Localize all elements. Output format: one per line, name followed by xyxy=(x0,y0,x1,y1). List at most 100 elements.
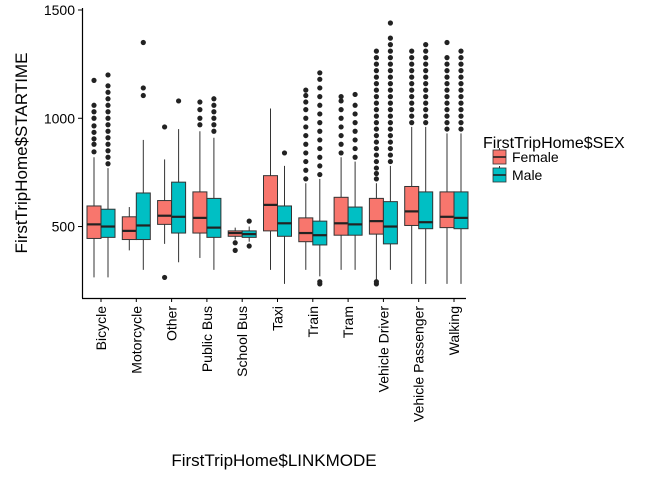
outlier-point xyxy=(91,149,97,155)
box-female-school-bus xyxy=(227,227,243,253)
outlier-point xyxy=(303,167,309,173)
outlier-point xyxy=(373,107,379,113)
outlier-point xyxy=(444,55,450,61)
outlier-point xyxy=(387,126,393,132)
x-axis-title: FirstTripHome$LINKMODE xyxy=(171,451,376,470)
box-body xyxy=(100,208,116,238)
x-tick-label: Vehicle Passenger xyxy=(411,306,427,422)
outlier-point xyxy=(352,111,358,117)
outlier-point xyxy=(423,81,429,87)
box-female-vehicle-driver xyxy=(368,48,384,287)
outlier-point xyxy=(387,132,393,139)
outlier-point xyxy=(373,61,379,67)
outlier-point xyxy=(458,94,464,100)
box-body xyxy=(192,191,208,234)
legend-item-female: Female xyxy=(492,148,559,165)
outlier-point xyxy=(373,94,379,100)
outlier-point xyxy=(317,128,323,134)
outlier-point xyxy=(387,74,393,80)
outlier-point xyxy=(423,94,429,100)
outlier-point xyxy=(387,35,393,41)
y-tick-label: 1000 xyxy=(44,110,75,126)
box-male-vehicle-driver xyxy=(382,20,398,270)
box-female-walking xyxy=(439,39,455,284)
outlier-point xyxy=(373,87,379,93)
x-tick-label: Bicycle xyxy=(93,306,109,351)
outlier-point xyxy=(409,120,415,126)
box-male-walking xyxy=(453,48,469,284)
box-female-other xyxy=(157,124,173,281)
outlier-point xyxy=(317,137,323,143)
y-tick-label: 500 xyxy=(52,219,76,235)
outlier-point xyxy=(423,61,429,67)
outlier-point xyxy=(409,55,415,61)
x-tick-label: School Bus xyxy=(234,306,250,377)
box-body xyxy=(312,220,328,246)
outlier-point xyxy=(444,74,450,80)
outlier-point xyxy=(444,94,450,100)
outlier-point xyxy=(105,115,111,121)
box-body xyxy=(404,185,420,226)
outlier-point xyxy=(352,128,358,134)
box-male-tram xyxy=(347,91,363,270)
box-body xyxy=(86,205,102,239)
outlier-point xyxy=(91,136,97,142)
outlier-point xyxy=(387,61,393,67)
outlier-point xyxy=(373,139,379,145)
outlier-point xyxy=(105,102,111,108)
outlier-point xyxy=(317,94,323,100)
outlier-point xyxy=(197,115,203,121)
outlier-point xyxy=(387,48,393,54)
outlier-point xyxy=(162,124,168,130)
outlier-point xyxy=(373,279,379,285)
outlier-point xyxy=(91,102,97,108)
outlier-point xyxy=(409,61,415,67)
outlier-point xyxy=(373,158,379,165)
outlier-point xyxy=(303,115,309,121)
box-male-taxi xyxy=(277,150,292,284)
outlier-point xyxy=(409,68,415,74)
outlier-point xyxy=(352,91,358,98)
box-female-vehicle-passenger xyxy=(404,48,420,284)
box-body xyxy=(277,205,292,237)
outlier-point xyxy=(338,115,344,121)
outlier-point xyxy=(458,61,464,67)
outlier-point xyxy=(387,94,393,100)
outlier-point xyxy=(409,100,415,106)
outlier-point xyxy=(338,94,344,100)
outlier-point xyxy=(317,145,323,152)
outlier-point xyxy=(338,107,344,113)
box-male-bicycle xyxy=(100,72,116,278)
outlier-point xyxy=(423,42,429,48)
outlier-point xyxy=(373,48,379,54)
outlier-point xyxy=(338,132,344,139)
outlier-point xyxy=(423,107,429,113)
box-male-vehicle-passenger xyxy=(418,42,434,284)
outlier-point xyxy=(373,126,379,132)
outlier-point xyxy=(211,109,217,115)
box-male-public-bus xyxy=(206,96,222,270)
outlier-point xyxy=(91,129,97,135)
outlier-point xyxy=(303,176,309,182)
outlier-point xyxy=(373,113,379,119)
outlier-point xyxy=(444,113,450,119)
box-body xyxy=(135,192,151,241)
y-tick-label: 1500 xyxy=(44,2,75,18)
box-female-motorcycle xyxy=(121,207,137,251)
outlier-point xyxy=(373,120,379,126)
outlier-point xyxy=(387,158,393,165)
outlier-point xyxy=(352,145,358,152)
outlier-point xyxy=(105,96,111,102)
outlier-point xyxy=(458,87,464,93)
outlier-point xyxy=(373,55,379,61)
outlier-point xyxy=(197,122,203,128)
outlier-point xyxy=(409,107,415,113)
outlier-point xyxy=(444,68,450,74)
outlier-point xyxy=(387,87,393,93)
outlier-point xyxy=(105,141,111,147)
outlier-point xyxy=(317,154,323,160)
box-body xyxy=(368,197,384,235)
box-body xyxy=(157,200,173,225)
outlier-point xyxy=(373,165,379,171)
legend: FirstTripHome$SEX Female Male xyxy=(483,135,625,183)
